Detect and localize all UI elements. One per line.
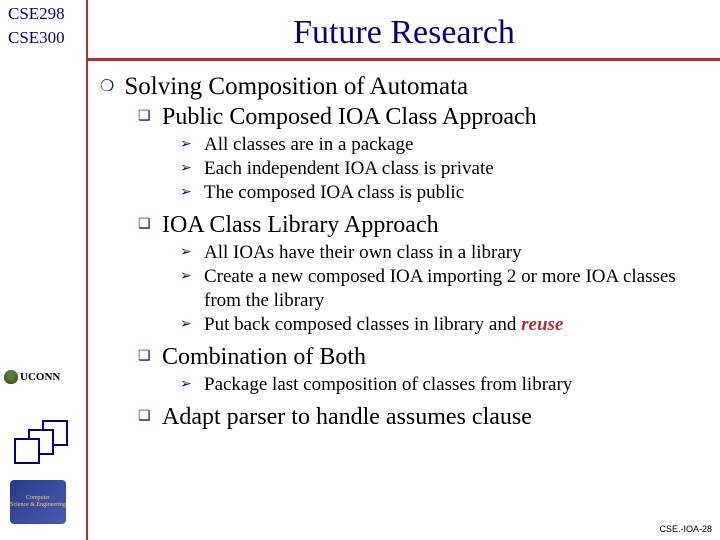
level3-item: ➢ Package last composition of classes fr… [180, 373, 710, 397]
sidebar: CSE298 CSE300 UCONN Computer Science & E… [0, 0, 88, 540]
uconn-label: UCONN [20, 371, 60, 383]
l2-text: Combination of Both [162, 343, 366, 371]
square-bullet-icon: ❑ [138, 343, 152, 371]
l3-text: All classes are in a package [204, 133, 710, 157]
title-rule [88, 58, 720, 61]
slide-title: Future Research [88, 0, 720, 58]
level3-item: ➢ The composed IOA class is public [180, 181, 710, 205]
level2-item: ❑ Adapt parser to handle assumes clause [138, 403, 710, 431]
slide-number: CSE.-IOA-28 [659, 524, 712, 534]
l3-text: All IOAs have their own class in a libra… [204, 241, 710, 265]
l2-text: Adapt parser to handle assumes clause [162, 403, 532, 431]
square-bullet-icon: ❑ [138, 103, 152, 131]
arrow-bullet-icon: ➢ [180, 373, 196, 397]
level1-item: ❍ Solving Composition of Automata [96, 73, 710, 101]
l3-text: The composed IOA class is public [204, 181, 710, 205]
oak-leaf-icon [4, 370, 18, 384]
l2-text: Public Composed IOA Class Approach [162, 103, 537, 131]
level2-item: ❑ Combination of Both [138, 343, 710, 371]
stacked-squares-icon [14, 420, 74, 480]
arrow-bullet-icon: ➢ [180, 181, 196, 205]
l3-text: Each independent IOA class is private [204, 157, 710, 181]
level2-item: ❑ IOA Class Library Approach [138, 211, 710, 239]
badge-line2: Science & Engineering [10, 502, 66, 509]
square-bullet-icon: ❑ [138, 211, 152, 239]
l2-text: IOA Class Library Approach [162, 211, 439, 239]
badge-line1: Computer [26, 495, 50, 502]
level2-item: ❑ Public Composed IOA Class Approach [138, 103, 710, 131]
level3-item: ➢ All classes are in a package [180, 133, 710, 157]
level3-item: ➢ Create a new composed IOA importing 2 … [180, 265, 710, 313]
l3-text-part: Put back composed classes in library and [204, 314, 521, 335]
uconn-block: UCONN [4, 370, 84, 388]
arrow-bullet-icon: ➢ [180, 241, 196, 265]
level3-item: ➢ All IOAs have their own class in a lib… [180, 241, 710, 265]
l3-text: Package last composition of classes from… [204, 373, 710, 397]
course-code-1: CSE298 [0, 0, 86, 24]
arrow-bullet-icon: ➢ [180, 157, 196, 181]
square-bullet-icon: ❑ [138, 403, 152, 431]
reuse-emphasis: reuse [521, 314, 563, 335]
arrow-bullet-icon: ➢ [180, 265, 196, 313]
arrow-bullet-icon: ➢ [180, 133, 196, 157]
l3-text: Create a new composed IOA importing 2 or… [204, 265, 710, 313]
content-body: ❍ Solving Composition of Automata ❑ Publ… [88, 69, 720, 431]
disc-bullet-icon: ❍ [96, 73, 114, 101]
arrow-bullet-icon: ➢ [180, 313, 196, 337]
level3-item: ➢ Put back composed classes in library a… [180, 313, 710, 337]
l1-text: Solving Composition of Automata [124, 73, 468, 101]
main-content: Future Research ❍ Solving Composition of… [88, 0, 720, 540]
cse-badge: Computer Science & Engineering [10, 480, 74, 530]
level3-item: ➢ Each independent IOA class is private [180, 157, 710, 181]
course-code-2: CSE300 [0, 24, 86, 48]
l3-text: Put back composed classes in library and… [204, 313, 710, 337]
